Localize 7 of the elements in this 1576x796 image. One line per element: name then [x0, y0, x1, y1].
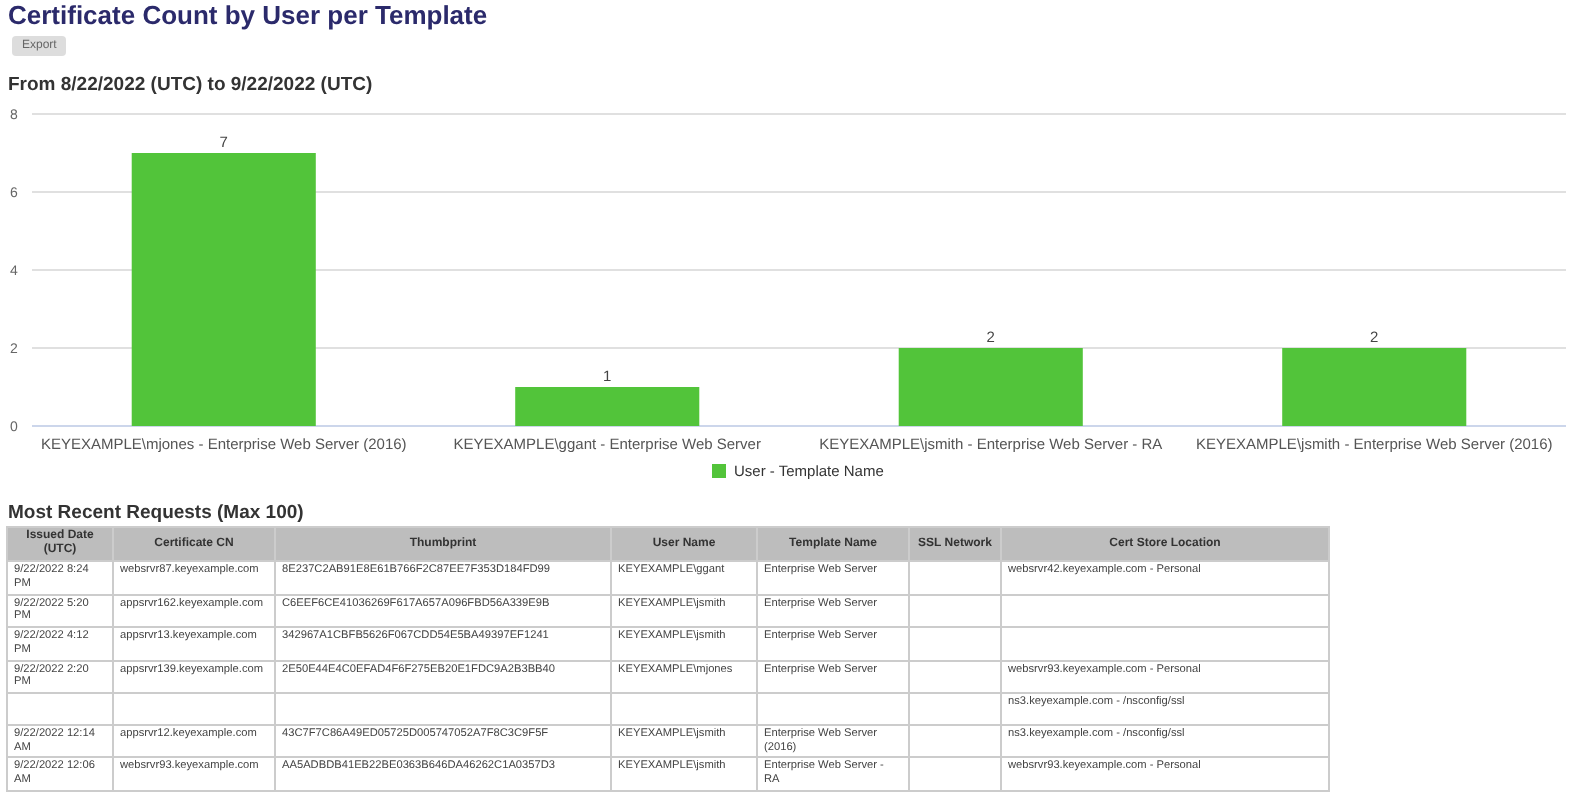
chart-subtitle: From 8/22/2022 (UTC) to 9/22/2022 (UTC)	[8, 74, 373, 96]
bar	[1282, 348, 1467, 426]
text: Most Recent Requests (Max 100)	[8, 502, 304, 524]
chart-title: Certificate Count by User per Template	[8, 0, 488, 30]
bar	[898, 348, 1083, 426]
bar	[131, 153, 316, 426]
bar	[515, 387, 700, 426]
